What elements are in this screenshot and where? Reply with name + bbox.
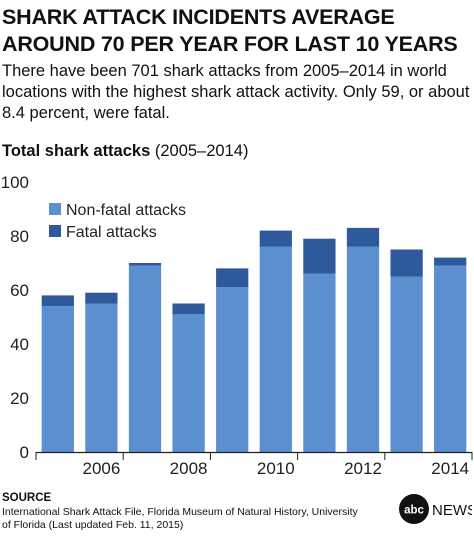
bar-fatal: [41, 295, 74, 307]
bar-nonfatal: [259, 246, 292, 452]
bar-fatal: [128, 263, 162, 266]
source-text: International Shark Attack File, Florida…: [2, 506, 358, 531]
bar-nonfatal: [41, 306, 74, 452]
bar-fatal: [259, 230, 292, 247]
bar-nonfatal: [172, 314, 205, 452]
x-tick-label: 2012: [344, 459, 382, 478]
x-tick-label: 2010: [257, 459, 295, 478]
y-tick-label: 80: [10, 227, 29, 246]
legend-label-fatal: Fatal attacks: [66, 224, 157, 241]
bar-fatal: [85, 292, 118, 304]
y-tick-label: 60: [10, 281, 29, 300]
y-axis: 0 20 40 60 80 100: [1, 173, 29, 462]
headline: SHARK ATTACK INCIDENTS AVERAGE AROUND 70…: [2, 5, 458, 56]
bar-nonfatal: [128, 265, 162, 452]
legend-swatch-fatal: [49, 225, 61, 237]
y-tick-label: 100: [1, 173, 29, 192]
legend-label-nonfatal: Non-fatal attacks: [66, 202, 186, 219]
bar-nonfatal: [390, 276, 423, 452]
bar-nonfatal: [85, 303, 118, 452]
x-tick-label: 2014: [431, 459, 469, 478]
bar-nonfatal: [434, 265, 467, 452]
abc-news-logo: abc NEWS: [399, 494, 472, 524]
bar-fatal: [303, 238, 336, 274]
bar-nonfatal: [303, 273, 336, 452]
abc-logo-circle: [399, 494, 429, 524]
bar-fatal: [390, 249, 423, 277]
chart-title-main: Total shark attacks: [2, 142, 151, 160]
x-tick-label: 2008: [170, 459, 208, 478]
bar-fatal: [434, 257, 467, 266]
subhead: There have been 701 shark attacks from 2…: [2, 62, 470, 122]
abc-logo-word: NEWS: [432, 502, 472, 519]
y-tick-label: 40: [10, 335, 29, 354]
abc-logo-mark: abc: [404, 505, 424, 517]
bar-fatal: [346, 227, 380, 247]
y-tick-label: 0: [20, 443, 29, 462]
bar-nonfatal: [346, 246, 380, 452]
bars: [41, 227, 467, 452]
legend: Non-fatal attacks Fatal attacks: [49, 202, 186, 241]
legend-swatch-nonfatal: [49, 203, 61, 215]
x-tick-label: 2006: [82, 459, 120, 478]
stacked-bar-chart: 0 20 40 60 80 100 2006 2008 2010 2012 2014 Non-fa…: [1, 173, 473, 478]
source-title: SOURCE: [2, 492, 52, 504]
bar-fatal: [172, 303, 205, 315]
chart-title-range: (2005–2014): [154, 142, 249, 160]
bar-fatal: [216, 268, 249, 288]
y-tick-label: 20: [10, 389, 29, 408]
x-axis: 2006 2008 2010 2012 2014: [35, 451, 473, 478]
bar-nonfatal: [216, 287, 249, 452]
chart-title: Total shark attacks (2005–2014): [2, 142, 248, 161]
